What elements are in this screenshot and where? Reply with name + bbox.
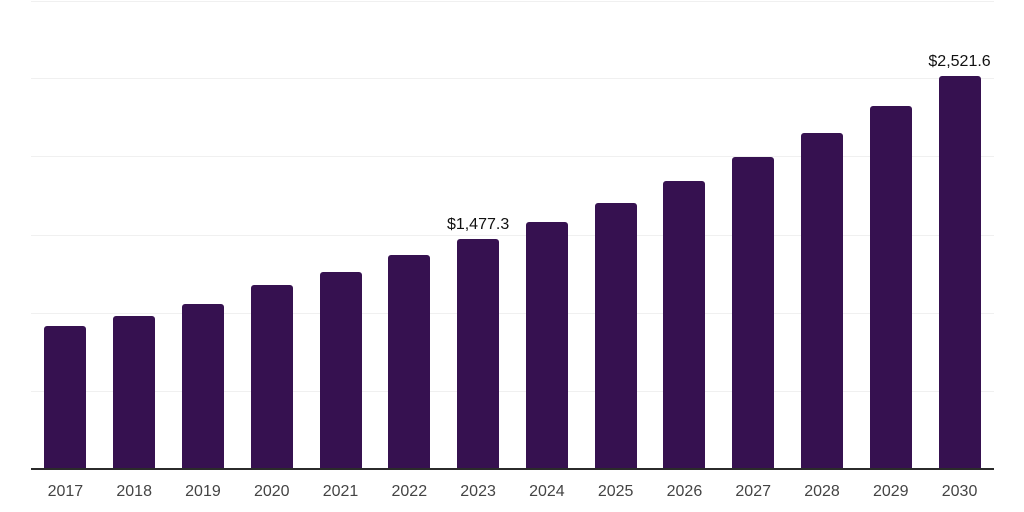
bar-2027	[732, 157, 775, 470]
band-2020	[237, 1, 306, 470]
x-tick-2021: 2021	[322, 483, 359, 500]
data-label-2023: $1,477.3	[446, 216, 510, 233]
x-tick-2023: 2023	[460, 483, 496, 500]
x-tick-2029: 2029	[872, 483, 909, 500]
band-2028	[788, 1, 857, 470]
x-tick-2017: 2017	[47, 483, 84, 500]
bar-2030	[938, 75, 981, 470]
x-tick-2028: 2028	[804, 483, 840, 500]
bar-2017	[44, 326, 87, 470]
bar-2018	[113, 316, 156, 470]
bar-2021	[319, 271, 362, 470]
band-2019	[169, 1, 238, 470]
bar-2029	[869, 106, 912, 470]
bar-2020	[250, 284, 293, 470]
x-tick-2025: 2025	[597, 483, 634, 500]
band-2021	[306, 1, 375, 470]
band-2022	[375, 1, 444, 470]
band-2027	[719, 1, 788, 470]
x-tick-2020: 2020	[253, 483, 290, 500]
x-axis-line	[31, 468, 994, 470]
bar-2022	[388, 255, 431, 470]
bar-2028	[800, 132, 843, 470]
band-2024	[512, 1, 581, 470]
bar-2024	[525, 222, 568, 470]
x-axis-labels: 2017 2018 2019 2020 2021 2022 2023 2024 2025 2026…	[31, 482, 994, 501]
x-tick-2027: 2027	[735, 483, 771, 500]
band-2023: $1,477.3	[444, 1, 513, 470]
x-tick-2019: 2019	[185, 483, 221, 500]
bar-2019	[181, 304, 224, 470]
band-2025	[581, 1, 650, 470]
gridline-1500	[31, 234, 994, 236]
gridline-2000	[31, 156, 994, 158]
x-tick-2026: 2026	[666, 483, 703, 500]
data-label-2030: $2,521.6	[928, 52, 991, 70]
bar-2025	[594, 202, 637, 470]
x-tick-2030: 2030	[941, 483, 978, 500]
band-2029	[856, 1, 925, 470]
band-2018	[100, 1, 169, 470]
bars-container: $1,477.3 $2,521.6	[31, 1, 994, 470]
gridline-2500	[31, 78, 994, 80]
x-tick-2018: 2018	[116, 483, 152, 500]
band-2017	[31, 1, 100, 470]
x-tick-2022: 2022	[391, 483, 428, 500]
bar-2023	[457, 239, 500, 470]
gridline-3000	[31, 1, 994, 2]
band-2026	[650, 1, 719, 470]
gridline-1000	[31, 312, 994, 314]
gridline-500	[31, 390, 994, 392]
plot-area: $1,477.3 $2,521.6	[31, 1, 994, 470]
band-2030: $2,521.6	[925, 1, 994, 470]
x-tick-2024: 2024	[529, 483, 565, 500]
bar-2026	[663, 180, 706, 470]
